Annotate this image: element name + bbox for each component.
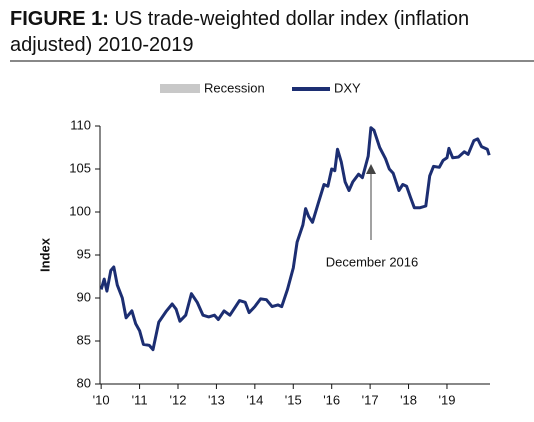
y-tick-label: 105 (69, 160, 91, 175)
x-tick-label: '19 (438, 392, 455, 407)
title-label: FIGURE 1: (10, 8, 109, 30)
title-text: US trade-weighted dollar index (inflatio… (10, 8, 470, 56)
x-tick-label: '13 (208, 392, 225, 407)
chart-title: FIGURE 1: US trade-weighted dollar index… (10, 6, 525, 58)
x-tick-label: '10 (93, 392, 110, 407)
y-tick-label: 90 (77, 289, 91, 304)
legend-swatch (160, 84, 200, 93)
x-tick-label: '14 (246, 392, 263, 407)
annotation-arrowhead (366, 164, 376, 174)
x-tick-label: '11 (132, 392, 148, 407)
x-tick-label: '18 (400, 392, 417, 407)
y-tick-label: 100 (69, 203, 91, 218)
x-tick-label: '15 (285, 392, 302, 407)
data-line (99, 126, 491, 352)
legend-label: DXY (334, 80, 361, 95)
y-tick-label: 85 (77, 332, 91, 347)
legend-label: Recession (204, 80, 265, 95)
y-axis-label: Index (37, 237, 52, 272)
x-tick-label: '16 (323, 392, 340, 407)
annotation: December 2016 (326, 254, 419, 269)
x-tick-label: '17 (362, 392, 379, 407)
y-tick-label: 110 (70, 117, 91, 132)
x-tick-label: '12 (170, 392, 187, 407)
y-tick-label: 80 (77, 375, 91, 390)
y-tick-label: 95 (77, 246, 91, 261)
